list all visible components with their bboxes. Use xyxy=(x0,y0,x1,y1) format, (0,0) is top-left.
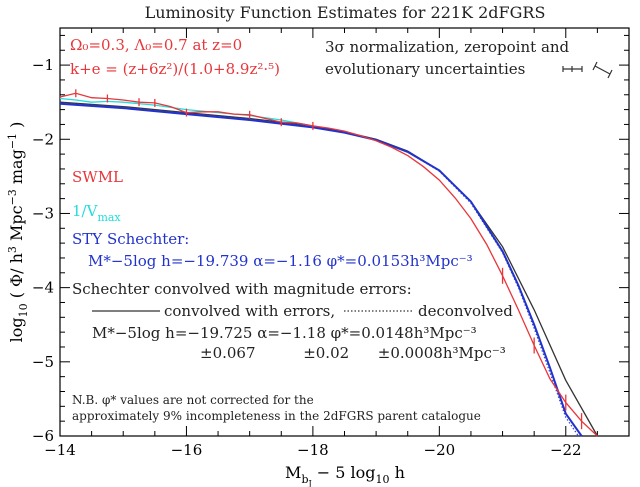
convolved-parameters: M*−5log h=−19.725 α=−1.18 φ*=0.0148h³Mpc… xyxy=(92,324,477,342)
x-tick-label: −16 xyxy=(171,441,203,459)
x-axis-label: MbJ − 5 log10 h xyxy=(285,463,405,487)
uncertainty-annotation-1: 3σ normalization, zeropoint and xyxy=(325,38,570,56)
y-tick-label: −5 xyxy=(32,353,54,371)
svg-text:1/Vmax: 1/Vmax xyxy=(72,202,121,224)
chart-title: Luminosity Function Estimates for 221K 2… xyxy=(145,3,546,22)
legend-swml: SWML xyxy=(72,168,123,186)
x-tick-label: −18 xyxy=(297,441,329,459)
y-tick-label: −3 xyxy=(32,204,54,222)
svg-text:log10 ( Φ/ h3 Mpc−3 mag−1 ): log10 ( Φ/ h3 Mpc−3 mag−1 ) xyxy=(6,122,30,343)
series-sty-schechter xyxy=(59,102,583,437)
x-tick-label: −14 xyxy=(44,441,76,459)
sty-parameters: M*−5log h=−19.739 α=−1.16 φ*=0.0153h³Mpc… xyxy=(88,252,473,270)
y-tick-label: −2 xyxy=(32,130,54,148)
convolved-errors: ±0.067 ±0.02 ±0.0008h³Mpc⁻³ xyxy=(200,344,506,362)
legend-vmax: 1/Vmax xyxy=(72,202,121,224)
legend-sty: STY Schechter: xyxy=(72,230,189,248)
x-tick-label: −22 xyxy=(550,441,582,459)
axis-ticks xyxy=(59,28,630,437)
schechter-convolved-title: Schechter convolved with magnitude error… xyxy=(72,280,412,298)
y-tick-label: −6 xyxy=(32,427,54,445)
cosmology-annotation: Ω₀=0.3, Λ₀=0.7 at z=0 xyxy=(70,36,242,54)
kcorr-annotation: k+e = (z+6z²)/(1.0+8.9z²·⁵) xyxy=(70,60,280,78)
legend-vmax-main: 1/V xyxy=(72,202,99,220)
note-line-2: approximately 9% incompleteness in the 2… xyxy=(72,409,481,423)
x-tick-label: −20 xyxy=(424,441,456,459)
svg-text:MbJ − 5 log10 h: MbJ − 5 log10 h xyxy=(285,463,405,487)
legend-deconvolved: deconvolved xyxy=(418,302,513,320)
uncertainty-annotation-2: evolutionary uncertainties xyxy=(325,60,525,78)
y-tick-label: −1 xyxy=(32,56,54,74)
legend-vmax-sub: max xyxy=(97,211,121,224)
axis-tick-labels: −14 −16 −18 −20 −22 −6 −5 −4 −3 −2 −1 xyxy=(32,56,582,459)
y-axis-label: log10 ( Φ/ h3 Mpc−3 mag−1 ) xyxy=(6,122,30,343)
y-tick-label: −4 xyxy=(32,279,54,297)
series-swml xyxy=(59,92,598,437)
note-line-1: N.B. φ* values are not corrected for the xyxy=(72,393,314,407)
legend-convolved: convolved with errors, xyxy=(164,302,335,320)
data-curves xyxy=(59,89,598,437)
uncertainty-errorbar-glyph xyxy=(562,61,613,79)
